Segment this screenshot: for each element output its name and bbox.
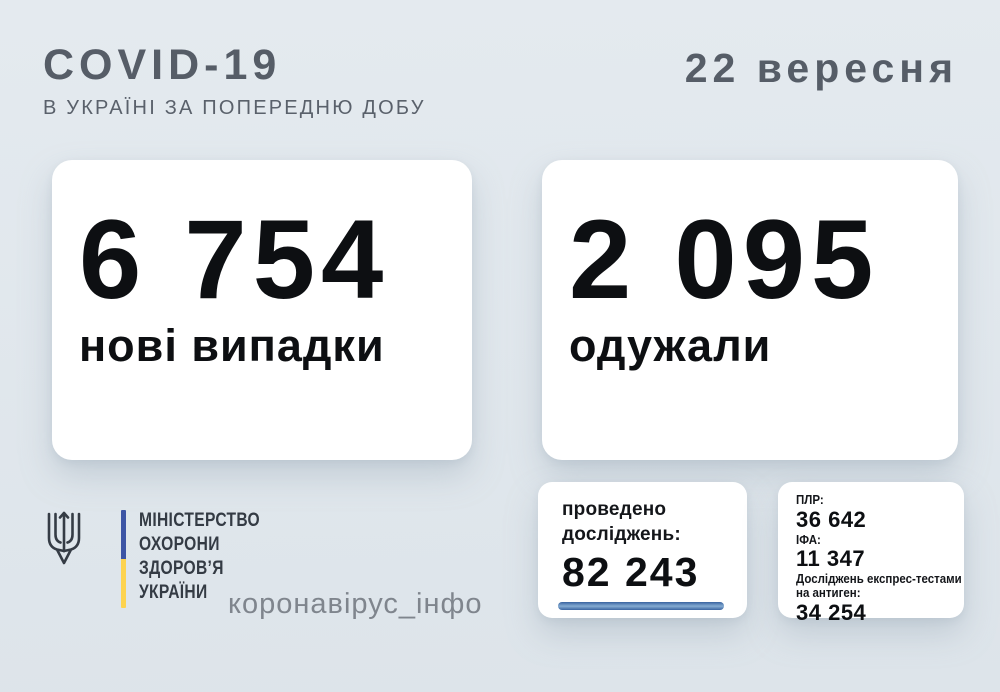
pcr-label: ПЛР:	[796, 493, 824, 507]
ministry-logo-text: МІНІСТЕРСТВО ОХОРОНИ ЗДОРОВ’Я УКРАЇНИ	[139, 508, 260, 604]
trident-icon	[47, 511, 81, 565]
ministry-line: ЗДОРОВ’Я	[139, 557, 224, 579]
page-title: COVID-19	[43, 41, 282, 89]
ministry-line: МІНІСТЕРСТВО	[139, 509, 261, 531]
ministry-line: УКРАЇНИ	[139, 581, 208, 603]
page-subtitle: В УКРАЇНІ ЗА ПОПЕРЕДНЮ ДОБУ	[43, 97, 426, 119]
tests-breakdown-card: ПЛР: 36 642 ІФА: 11 347 Досліджень експр…	[778, 482, 964, 624]
recovered-value: 2 095	[569, 197, 880, 322]
tests-total-card: проведено досліджень: 82 243	[538, 482, 747, 618]
antigen-label-line1: Досліджень експрес-тестами	[796, 572, 962, 587]
new-cases-value: 6 754	[79, 197, 390, 322]
flag-blue-half	[121, 510, 126, 559]
tests-total-label-line1: проведено	[562, 499, 667, 520]
recovered-label: одужали	[569, 320, 772, 371]
date-label: 22 вересня	[684, 45, 958, 91]
antigen-label-line2: на антиген:	[796, 585, 861, 600]
pcr-value: 36 642	[796, 506, 867, 532]
elisa-value: 11 347	[796, 546, 866, 572]
antigen-value: 34 254	[796, 600, 867, 626]
new-cases-label: нові випадки	[79, 320, 385, 371]
tests-total-value: 82 243	[562, 549, 700, 596]
flag-divider	[121, 510, 126, 608]
channel-handle: коронавірус_інфо	[228, 588, 483, 620]
ministry-line: ОХОРОНИ	[139, 533, 220, 555]
tests-progress-bar	[558, 602, 724, 610]
tests-total-label-line2: досліджень:	[562, 524, 681, 546]
elisa-label: ІФА:	[796, 532, 821, 547]
recovered-card: 2 095 одужали	[542, 160, 958, 460]
tests-total-label: проведено досліджень:	[562, 497, 727, 547]
flag-yellow-half	[121, 559, 126, 608]
new-cases-card: 6 754 нові випадки	[52, 160, 472, 460]
